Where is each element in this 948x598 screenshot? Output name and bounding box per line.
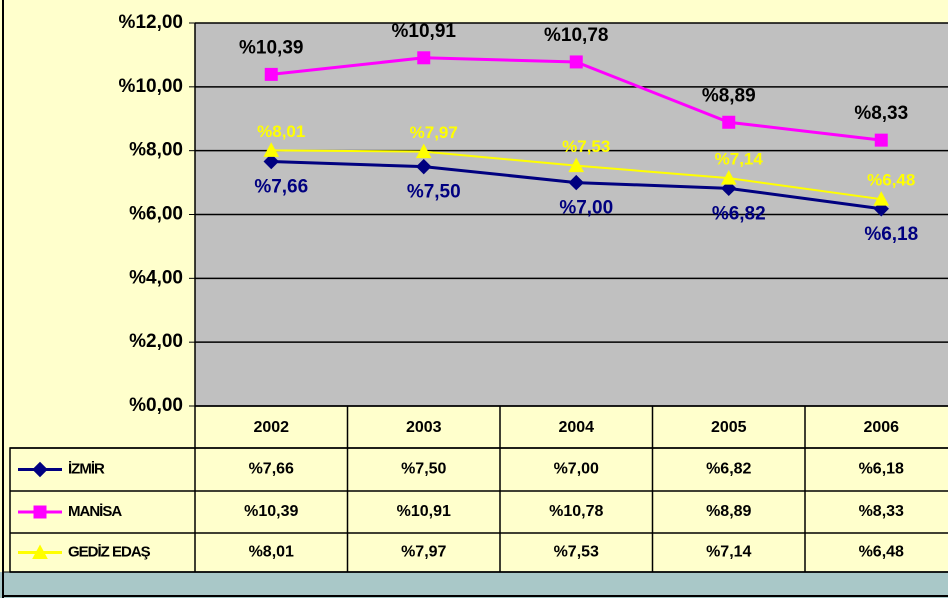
table-cell: %8,33 bbox=[859, 503, 904, 520]
x-tick-label: 2006 bbox=[863, 419, 899, 436]
data-label: %6,48 bbox=[867, 171, 915, 190]
table-cell: %7,66 bbox=[249, 461, 294, 478]
y-tick-label: %0,00 bbox=[129, 395, 183, 416]
marker bbox=[568, 157, 585, 173]
y-tick-label: %6,00 bbox=[129, 204, 183, 225]
data-label: %7,53 bbox=[562, 137, 610, 156]
data-label: %6,82 bbox=[712, 203, 766, 224]
footer-band bbox=[0, 572, 948, 598]
table-cell: %10,78 bbox=[549, 503, 603, 520]
y-tick-label: %12,00 bbox=[119, 12, 183, 33]
data-label: %10,91 bbox=[392, 21, 457, 42]
legend-label: İZMİR bbox=[68, 460, 105, 477]
data-label: %8,33 bbox=[854, 103, 908, 124]
data-label: %6,18 bbox=[864, 224, 918, 245]
marker bbox=[32, 544, 48, 559]
marker bbox=[722, 115, 736, 129]
marker bbox=[263, 142, 280, 157]
marker bbox=[33, 505, 47, 519]
y-tick-label: %10,00 bbox=[119, 76, 183, 97]
data-label: %8,89 bbox=[702, 85, 756, 106]
marker bbox=[264, 67, 278, 81]
marker bbox=[415, 143, 432, 159]
x-tick-label: 2002 bbox=[253, 419, 289, 436]
marker bbox=[874, 133, 888, 147]
data-label: %8,01 bbox=[257, 122, 305, 141]
data-label: %7,50 bbox=[407, 182, 461, 203]
marker bbox=[263, 153, 279, 170]
marker bbox=[720, 170, 737, 185]
legend-label: MANİSA bbox=[68, 503, 122, 520]
table-cell: %6,18 bbox=[859, 461, 904, 478]
marker bbox=[569, 55, 583, 69]
y-tick-label: %8,00 bbox=[129, 140, 183, 161]
table-cell: %7,14 bbox=[706, 544, 751, 561]
table-cell: %10,39 bbox=[244, 503, 298, 520]
table-cell: %10,91 bbox=[397, 503, 451, 520]
table-cell: %7,97 bbox=[401, 544, 446, 561]
y-tick-label: %4,00 bbox=[129, 267, 183, 288]
x-tick-label: 2004 bbox=[558, 419, 594, 436]
marker bbox=[416, 158, 432, 175]
marker bbox=[873, 191, 890, 206]
legend-label: GEDİZ EDAŞ bbox=[68, 543, 151, 560]
table-cell: %6,48 bbox=[859, 544, 904, 561]
x-tick-label: 2005 bbox=[711, 419, 747, 436]
data-label: %7,97 bbox=[410, 123, 458, 142]
marker bbox=[417, 51, 431, 65]
marker bbox=[32, 461, 48, 478]
table-cell: %8,89 bbox=[706, 503, 751, 520]
y-tick-label: %2,00 bbox=[129, 331, 183, 352]
table-cell: %7,50 bbox=[401, 461, 446, 478]
table-cell: %6,82 bbox=[706, 461, 751, 478]
marker bbox=[721, 180, 737, 197]
table-cell: %7,00 bbox=[554, 461, 599, 478]
table-cell: %7,53 bbox=[554, 544, 599, 561]
data-label: %10,78 bbox=[544, 25, 608, 46]
x-tick-label: 2003 bbox=[406, 419, 442, 436]
table-cell: %8,01 bbox=[249, 544, 294, 561]
marker bbox=[568, 174, 584, 191]
data-label: %7,14 bbox=[715, 150, 764, 169]
data-label: %7,66 bbox=[254, 177, 308, 198]
data-label: %7,00 bbox=[559, 198, 613, 219]
data-label: %10,39 bbox=[239, 37, 303, 58]
